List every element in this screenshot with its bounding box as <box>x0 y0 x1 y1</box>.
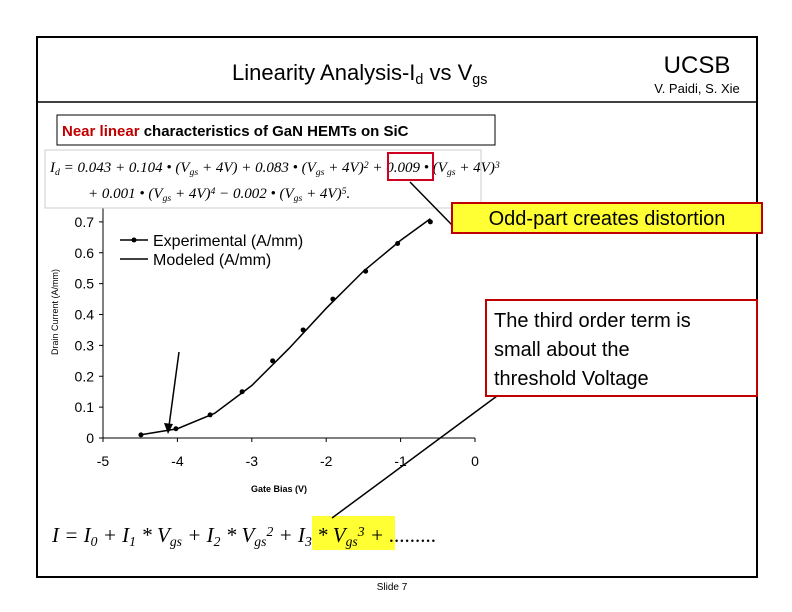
text-run: gs <box>163 193 172 204</box>
text-run: + I <box>98 523 131 547</box>
text-run: + 0.001 • (V <box>88 186 164 202</box>
highlight-box <box>387 152 434 181</box>
text-run: gs <box>170 534 182 549</box>
plot: 00.10.20.30.40.50.60.70.8-5-4-3-2-10Gate… <box>50 151 479 494</box>
text-run: + 4V) + 0.083 • (V <box>198 160 317 176</box>
text-run: 1 <box>129 534 136 549</box>
text-run: + 4V) <box>302 186 341 202</box>
text-run: 3 <box>494 160 500 171</box>
text-run: . <box>346 186 350 202</box>
text-run: + 4V) <box>456 160 495 176</box>
text-run: 5 <box>342 186 347 197</box>
text-run: vs V <box>423 60 472 85</box>
text-run: * V <box>312 523 348 547</box>
y-tick-label: 0.1 <box>75 399 95 415</box>
subtitle-box <box>56 114 496 146</box>
text-run: gs <box>472 72 487 88</box>
legend-label: Modeled (A/mm) <box>153 252 271 269</box>
subtitle: Near linear characteristics of GaN HEMTs… <box>62 123 409 140</box>
text-run: d <box>415 72 423 88</box>
text-run: = 0.043 + 0.104 • (V <box>60 160 191 176</box>
text-run: + 4V) <box>324 160 363 176</box>
text-run: 0 <box>91 534 98 549</box>
x-tick-label: -2 <box>320 453 333 469</box>
text-run: Linearity Analysis-I <box>232 60 415 85</box>
text-run: * V <box>220 523 256 547</box>
authors: V. Paidi, S. Xie <box>654 81 740 96</box>
y-axis-label: Drain Current (A/mm) <box>50 269 60 355</box>
fit-equation-line: Id = 0.043 + 0.104 • (Vgs + 4V) + 0.083 … <box>49 160 500 178</box>
text-run: + 4V) <box>171 186 210 202</box>
x-tick-label: -5 <box>97 453 110 469</box>
x-tick-label: -4 <box>171 453 184 469</box>
slide-title: Linearity Analysis-Id vs Vgs <box>232 60 487 88</box>
arrow-head <box>164 423 173 434</box>
legend-label: Experimental (A/mm) <box>153 233 303 250</box>
text-run: gs <box>190 167 199 178</box>
callout: Odd-part creates distortion <box>489 208 726 230</box>
y-tick-label: 0.2 <box>75 368 95 384</box>
x-tick-label: 0 <box>471 453 479 469</box>
text-run: + I <box>273 523 306 547</box>
callout-line: threshold Voltage <box>494 368 649 390</box>
callout-box <box>451 202 763 234</box>
callout-line: small about the <box>494 339 630 361</box>
text-run: + 0.009 <box>369 160 421 176</box>
text-run: gs <box>447 167 456 178</box>
y-tick-label: 0 <box>86 430 94 446</box>
data-point <box>270 358 276 364</box>
text-run: 2 <box>364 160 369 171</box>
pointer <box>168 351 180 427</box>
text-run: gs <box>254 534 266 549</box>
text-run: I <box>49 160 56 176</box>
slide-number: Slide 7 <box>377 582 408 593</box>
text-run: * V <box>136 523 172 547</box>
y-tick-label: 0.7 <box>75 214 95 230</box>
legend-marker <box>131 237 137 243</box>
text-run: + I <box>182 523 215 547</box>
text-run: I = I <box>51 523 92 547</box>
text-run: 2 <box>266 524 273 539</box>
text-run: gs <box>346 534 358 549</box>
text-run: 3 <box>357 524 365 539</box>
text-run: characteristics of GaN HEMTs on SiC <box>140 123 409 140</box>
text-run: − 0.002 • (V <box>215 186 295 202</box>
callout-box <box>485 299 758 397</box>
text-run: + ......... <box>365 523 437 547</box>
fit-equation-line: + 0.001 • (Vgs + 4V)4 − 0.002 • (Vgs + 4… <box>88 186 350 204</box>
org: UCSB <box>664 52 731 79</box>
text-run: 3 <box>304 534 312 549</box>
x-tick-label: -3 <box>246 453 259 469</box>
y-tick-label: 0.6 <box>75 245 95 261</box>
text-run: gs <box>294 193 303 204</box>
text-run: gs <box>316 167 325 178</box>
series-line <box>140 218 431 436</box>
data-point <box>427 219 433 225</box>
text-run: • (V <box>420 160 449 176</box>
text-run: d <box>55 167 60 178</box>
text-run: Near linear <box>62 123 140 140</box>
text-run: 2 <box>214 534 221 549</box>
x-axis-label: Gate Bias (V) <box>251 484 307 494</box>
y-tick-label: 0.5 <box>75 276 95 292</box>
pointer <box>409 181 453 226</box>
pointer <box>331 395 498 519</box>
series-equation: I = I0 + I1 * Vgs + I2 * Vgs2 + I3 * Vgs… <box>51 523 436 549</box>
callout-line: The third order term is <box>494 310 691 332</box>
y-tick-label: 0.3 <box>75 337 95 353</box>
highlight-fill <box>312 516 395 550</box>
text-run: 4 <box>210 186 215 197</box>
y-tick-label: 0.4 <box>75 307 95 323</box>
